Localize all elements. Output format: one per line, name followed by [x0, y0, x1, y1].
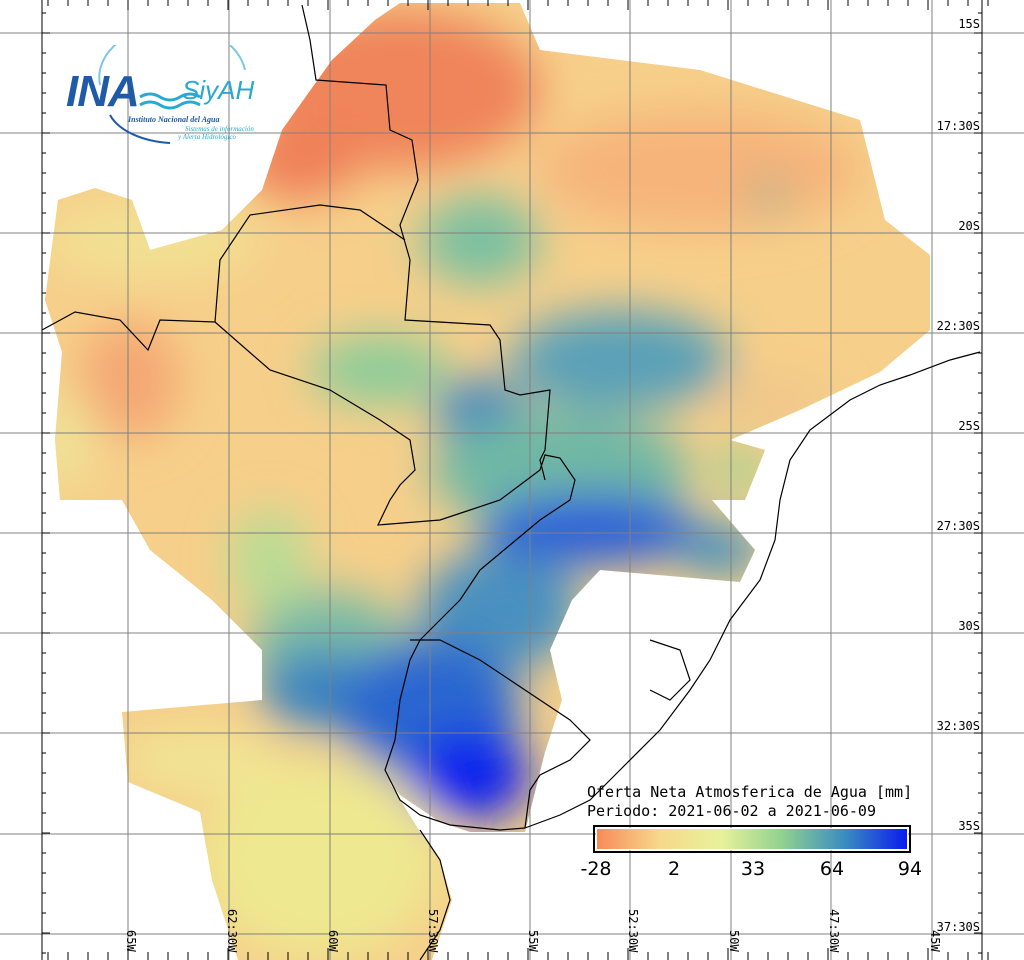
logo-acronym: INA — [66, 67, 140, 116]
colorbar-tick: 33 — [740, 858, 766, 880]
ina-siyah-logo: INA SiyAH Instituto Nacional del Agua Si… — [60, 45, 270, 145]
colorbar — [593, 825, 911, 853]
logo-arc-icon — [98, 45, 246, 144]
logo-institute: Instituto Nacional del Agua — [128, 115, 220, 124]
legend-variable: Oferta Neta Atmosferica de Agua [mm] — [587, 783, 913, 801]
lat-label: 37:30S — [936, 920, 980, 934]
lon-label: 57:30W — [426, 908, 440, 952]
colorbar-tick: 94 — [897, 858, 923, 880]
colorbar-tick: -28 — [580, 858, 612, 880]
lon-label: 62:30W — [225, 908, 239, 952]
lon-label: 55W — [526, 930, 540, 952]
logo-system-line2: y Alerta Hidrológico — [178, 133, 236, 141]
lat-label: 30S — [958, 619, 980, 633]
legend-title: Oferta Neta Atmosferica de Agua [mm] Per… — [587, 783, 912, 821]
lon-label: 60W — [326, 930, 340, 952]
lat-label: 27:30S — [936, 519, 980, 533]
lon-label: 65W — [124, 930, 138, 952]
colorbar-tick: 2 — [667, 858, 681, 880]
logo-brand: SiyAH — [182, 75, 255, 105]
lat-label: 25S — [958, 419, 980, 433]
lat-label: 15S — [958, 17, 980, 31]
lon-label: 45W — [928, 930, 942, 952]
logo-system-line1: Sistemas de información — [185, 125, 254, 133]
axis-ticks — [41, 0, 989, 960]
colorbar-gradient — [596, 828, 908, 850]
lat-label: 20S — [958, 219, 980, 233]
lat-label: 22:30S — [936, 319, 980, 333]
lat-label: 35S — [958, 819, 980, 833]
lon-label: 52:30W — [626, 908, 640, 952]
colorbar-tick: 64 — [819, 858, 845, 880]
lat-label: 17:30S — [936, 119, 980, 133]
lon-label: 47:30W — [827, 908, 841, 952]
country-borders — [41, 4, 981, 960]
legend-period: Periodo: 2021-06-02 a 2021-06-09 — [587, 802, 876, 820]
lat-label: 32:30S — [936, 719, 980, 733]
lon-label: 50W — [727, 930, 741, 952]
